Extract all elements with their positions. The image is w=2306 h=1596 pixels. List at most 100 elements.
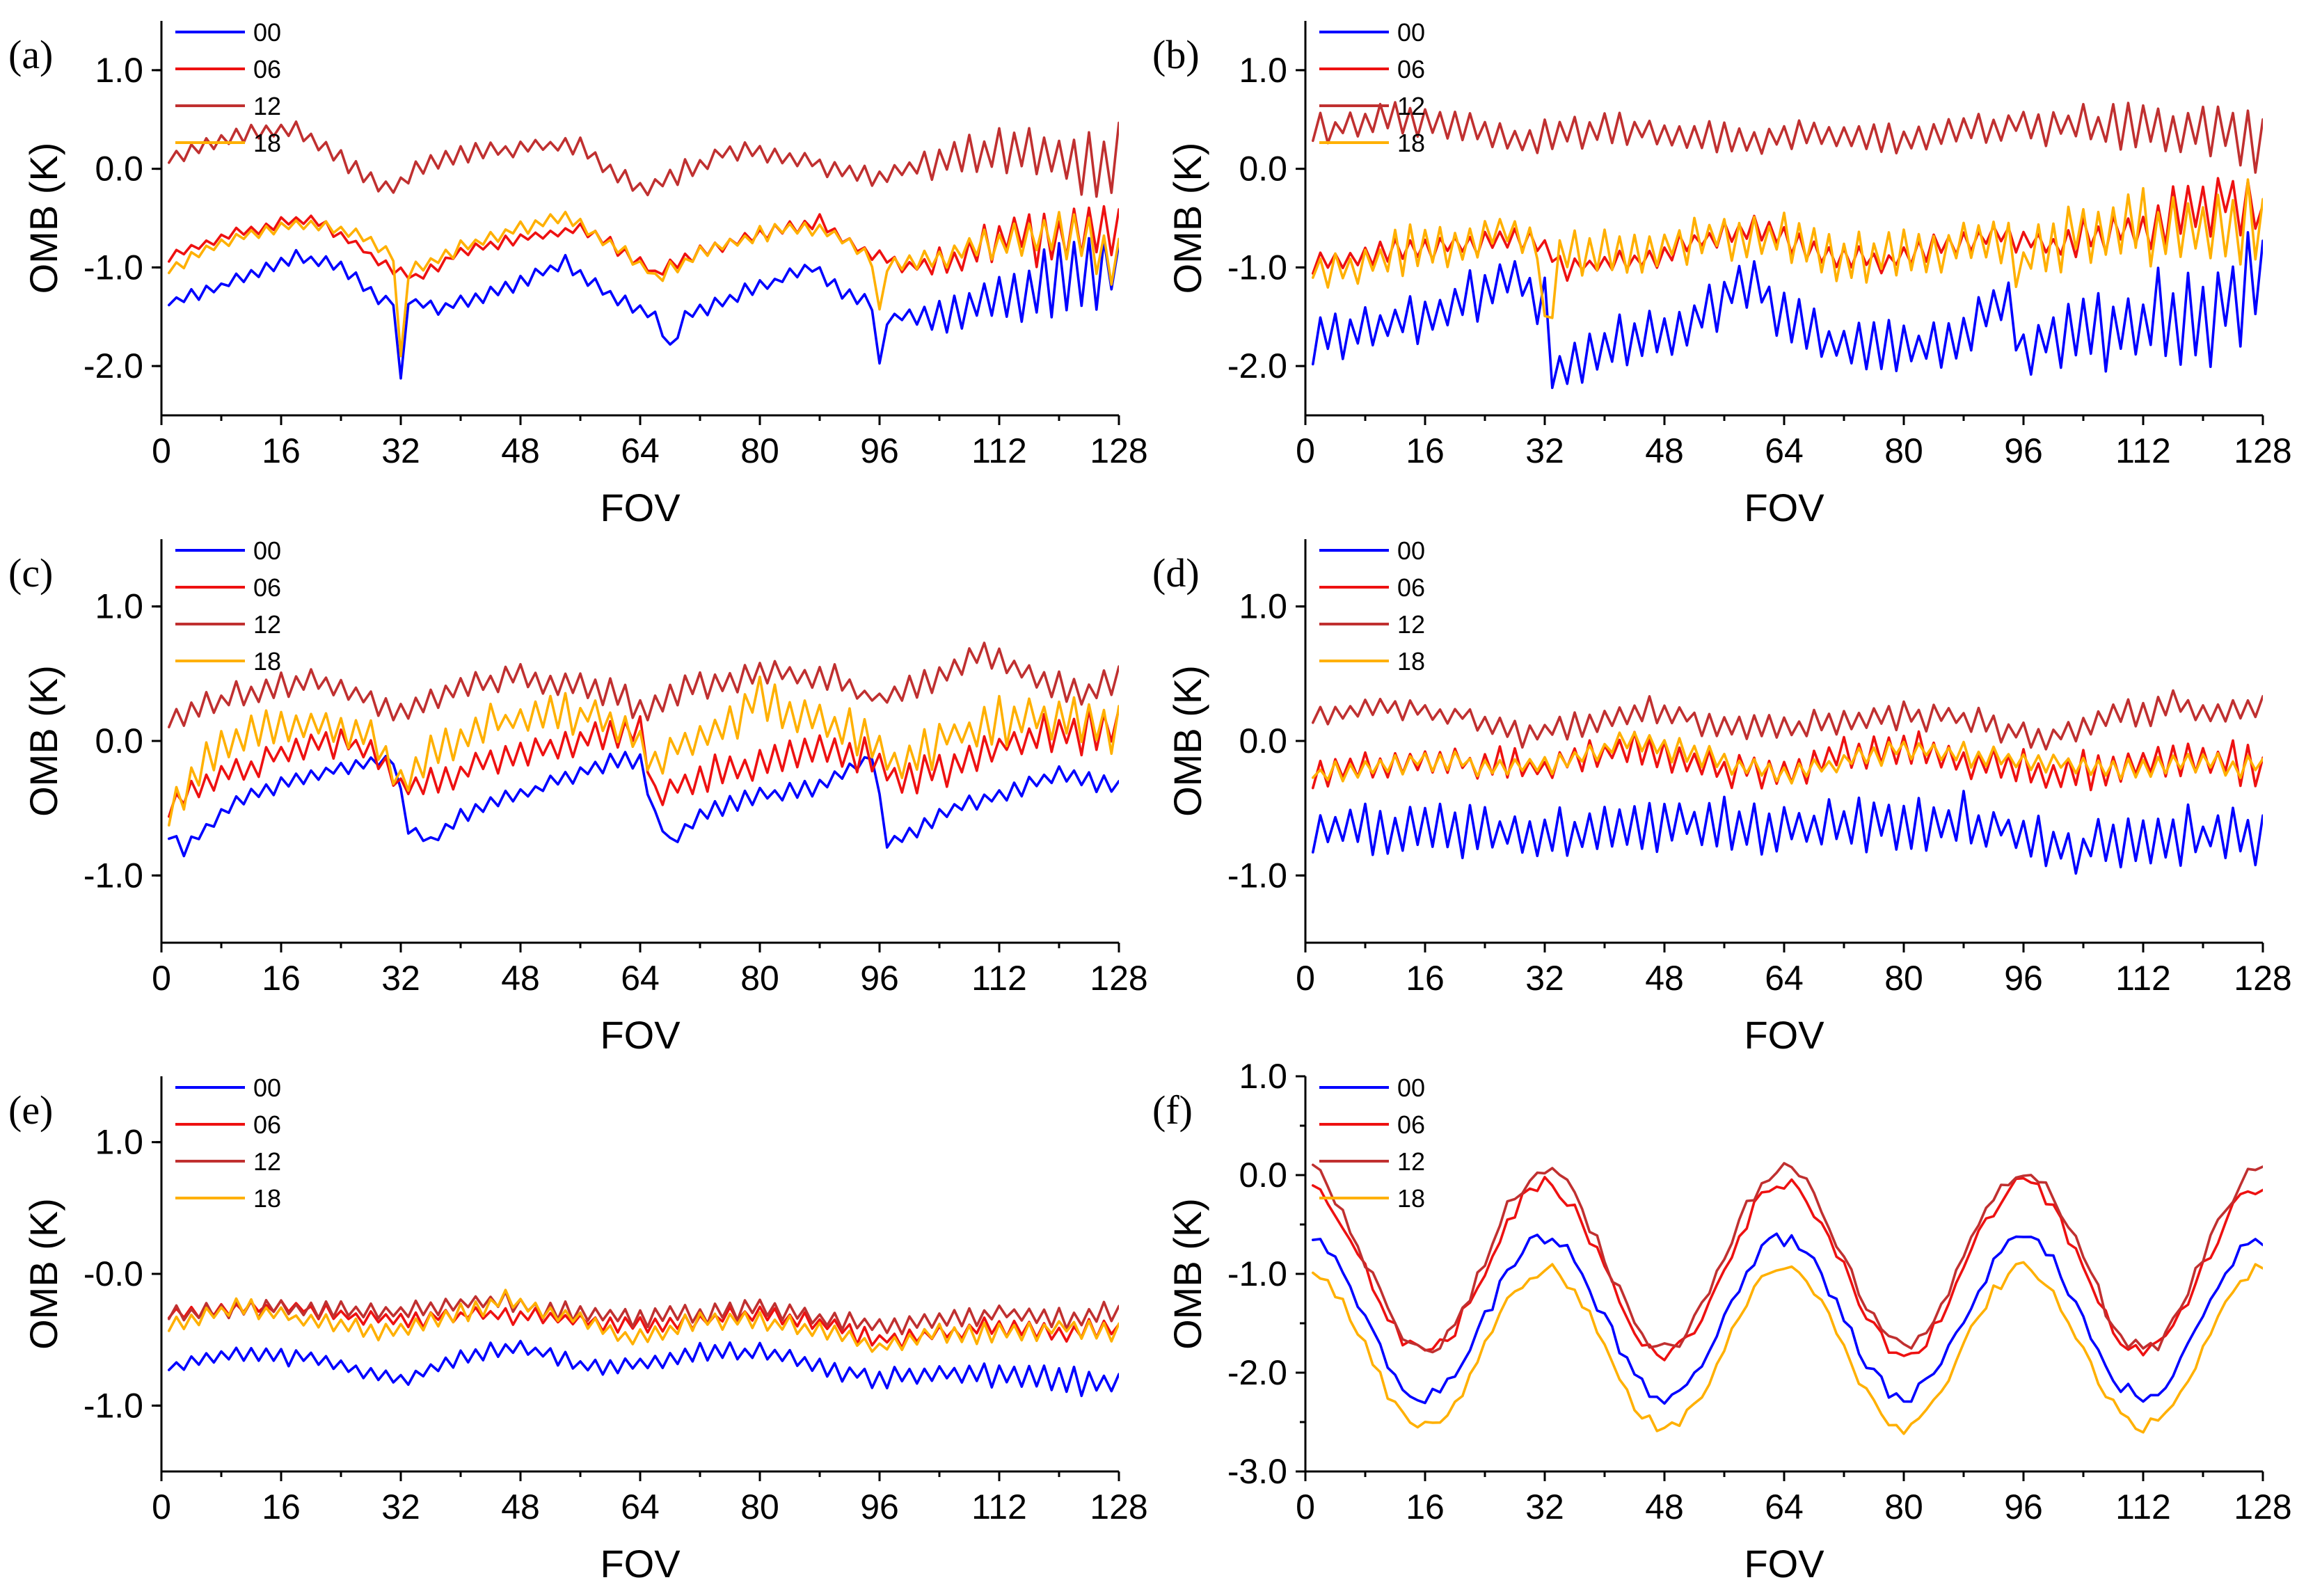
x-tick-label: 112 [2115,1487,2171,1526]
series-line-18 [168,1288,1119,1353]
x-tick-label: 96 [860,431,899,470]
x-tick-label: 16 [1406,431,1445,470]
series-line-00 [1312,1232,2263,1405]
legend-label: 12 [253,1147,281,1176]
x-tick-label: 64 [621,431,660,470]
x-tick-label: 96 [860,1487,899,1526]
x-tick-label: 112 [971,431,1027,470]
legend: 00 06 12 18 [175,1074,281,1213]
panel-label: (d) [1152,550,1200,596]
y-tick-label: 0.0 [1239,1156,1287,1195]
y-tick-label: 0.0 [1239,150,1287,189]
x-tick-label: 80 [740,959,779,998]
x-tick-label: 48 [501,959,540,998]
y-tick-label: -2.0 [1227,1353,1287,1392]
y-tick-label: -1.0 [84,1386,143,1425]
legend-label: 12 [253,92,281,120]
y-tick-label: 0.0 [1239,721,1287,760]
y-tick-label: -1.0 [1227,1254,1287,1293]
x-tick-label: 16 [262,431,301,470]
series-line-18 [1312,731,2263,785]
y-tick-label: -0.0 [84,1254,143,1293]
series-line-00 [168,751,1119,858]
series-line-00 [168,237,1119,380]
legend-label: 06 [253,55,281,83]
panel-c: 0 16 32 48 64 80 96 112 128 -1.0 0.0 1.0 FOV OMB (K) (… [8,536,1148,1057]
x-tick-label: 0 [1296,431,1315,470]
panel-label: (b) [1152,32,1200,77]
y-axis-title: OMB (K) [1166,143,1209,294]
legend-label: 12 [1397,610,1425,639]
legend-label: 18 [1397,129,1425,157]
series-group [1312,101,2263,390]
series-line-12 [168,641,1119,728]
x-tick-label: 128 [2234,431,2291,470]
y-tick-label: -1.0 [84,248,143,287]
x-tick-label: 80 [1884,1487,1923,1526]
series-line-06 [168,707,1119,818]
x-axis-title: FOV [600,486,681,529]
series-group [168,120,1119,380]
legend: 00 06 12 18 [1319,536,1425,676]
x-tick-label: 80 [740,1487,779,1526]
panel-label: (e) [8,1087,53,1133]
panel-f: 0 16 32 48 64 80 96 112 128 -3.0 -2.0 -1.0 0.0 1.0 FOV… [1152,1057,2292,1586]
legend-label: 06 [1397,55,1425,83]
panel-e: 0 16 32 48 64 80 96 112 128 -1.0 -0.0 1.0 FOV OMB (K)… [8,1074,1148,1586]
y-axis-title: OMB (K) [1166,1198,1209,1350]
y-tick-label: 0.0 [95,150,143,189]
x-tick-label: 128 [1090,1487,1147,1526]
x-tick-label: 80 [1884,959,1923,998]
y-axis-title: OMB (K) [22,143,65,294]
legend-label: 06 [253,573,281,602]
y-tick-label: 0.0 [95,721,143,760]
legend-label: 18 [253,1184,281,1213]
y-axis-title: OMB (K) [22,665,65,817]
x-tick-label: 32 [1525,1487,1564,1526]
x-tick-label: 128 [2234,959,2291,998]
legend-label: 00 [253,18,281,47]
x-tick-label: 0 [152,431,171,470]
series-line-18 [168,210,1119,358]
x-tick-label: 32 [1525,431,1564,470]
series-line-18 [168,676,1119,827]
panel-d: 0 16 32 48 64 80 96 112 128 -1.0 0.0 1.0 FOV OMB (K) (… [1152,536,2292,1057]
x-tick-label: 48 [1645,431,1684,470]
y-tick-label: -1.0 [1227,856,1287,895]
series-line-18 [1312,178,2263,319]
series-line-12 [168,1290,1119,1336]
y-tick-label: 1.0 [1239,1057,1287,1096]
x-tick-label: 96 [2004,431,2043,470]
x-tick-label: 64 [1765,959,1804,998]
series-line-12 [1312,101,2263,174]
series-line-12 [168,120,1119,198]
series-line-18 [1312,1261,2263,1435]
y-tick-label: 1.0 [95,1123,143,1162]
panel-label: (f) [1152,1087,1193,1133]
legend-label: 00 [1397,1074,1425,1102]
x-tick-label: 0 [152,1487,171,1526]
legend-label: 00 [253,536,281,565]
series-group [1312,1162,2263,1435]
x-tick-label: 48 [1645,1487,1684,1526]
x-tick-label: 48 [501,431,540,470]
x-tick-label: 48 [501,1487,540,1526]
x-tick-label: 96 [860,959,899,998]
y-tick-label: -3.0 [1227,1452,1287,1491]
y-tick-label: -1.0 [1227,248,1287,287]
x-tick-label: 112 [2115,431,2171,470]
legend: 00 06 12 18 [175,536,281,676]
x-axis-title: FOV [600,1542,681,1586]
y-tick-label: -2.0 [84,346,143,385]
y-axis-title: OMB (K) [22,1198,65,1350]
x-tick-label: 80 [740,431,779,470]
panel-a: 0 16 32 48 64 80 96 112 128 -2.0 -1.0 0.0 1.0 FOV OMB … [8,18,1148,529]
x-tick-label: 0 [1296,959,1315,998]
x-tick-label: 112 [971,959,1027,998]
series-line-00 [168,1339,1119,1398]
legend-label: 18 [1397,647,1425,676]
x-tick-label: 32 [381,431,420,470]
x-tick-label: 64 [621,1487,660,1526]
legend-label: 12 [1397,1147,1425,1176]
